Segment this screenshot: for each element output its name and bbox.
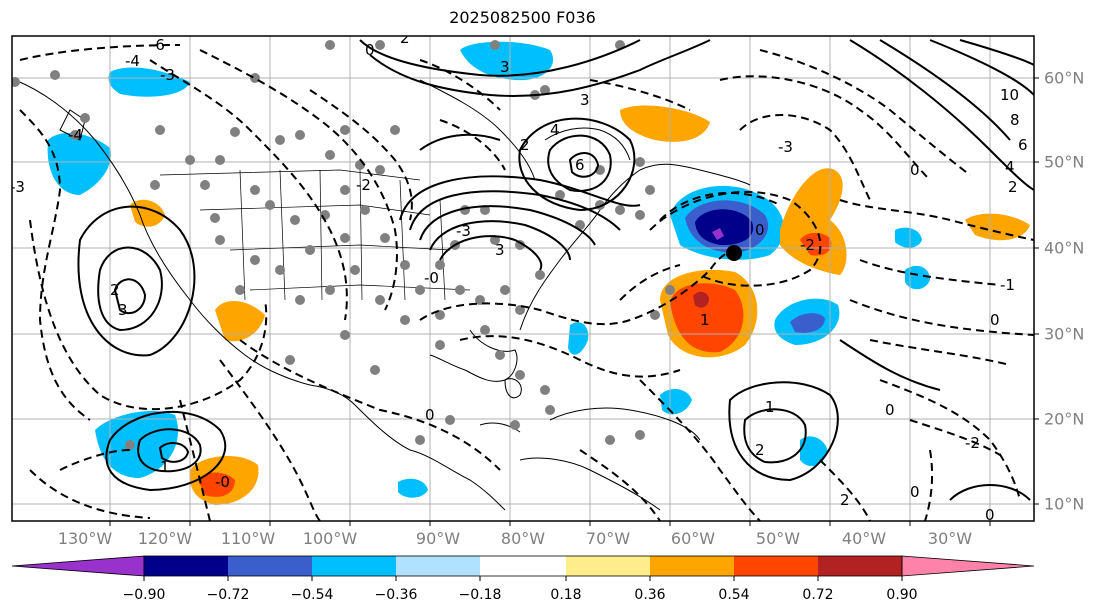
contour-label: -0 (424, 269, 439, 287)
contour-label: -2 (965, 434, 980, 452)
lon-label: 80°W (500, 529, 546, 548)
lat-label: 50°N (1044, 152, 1085, 172)
colorbar-tick-label: −0.90 (122, 587, 166, 603)
colorbar-segment (144, 556, 228, 576)
contour-label: 10 (1000, 86, 1019, 104)
map-frame-bg (12, 36, 1034, 521)
colorbar-segment (312, 556, 396, 576)
contour-label: 2 (1008, 178, 1018, 196)
colorbar-segment (818, 556, 902, 576)
cyclone-position-marker (726, 245, 742, 261)
coastlines (14, 79, 751, 511)
contour-label-group: -6 -4 -3 -3 -4 2 3 0 2 3 4 6 3 -2 -3 -0 … (10, 29, 1028, 524)
contour-label: 0 (990, 311, 1000, 329)
contour-label: 4 (550, 121, 560, 139)
contour-label: 1 (700, 311, 710, 329)
map-border (11, 35, 1035, 522)
lon-label: 120°W (137, 529, 193, 548)
lon-label: 110°W (220, 529, 276, 548)
contour-label: -4 (125, 52, 140, 70)
colorbar-segment (650, 556, 734, 576)
contour-label: -3 (160, 66, 175, 84)
contour-label: 3 (118, 301, 128, 319)
contour-label: -3 (10, 178, 25, 196)
lat-label: 30°N (1044, 324, 1085, 344)
contour-label: 1 (160, 458, 170, 476)
colorbar-tick-label: 0.90 (886, 587, 918, 603)
contour-label: 0 (910, 161, 920, 179)
colorbar (11, 555, 1035, 581)
lat-label: 20°N (1044, 409, 1085, 429)
contour-label: 6 (1018, 136, 1028, 154)
lat-label: 60°N (1044, 68, 1085, 88)
contour-label: 2 (840, 491, 850, 509)
colorbar-segment (566, 556, 650, 576)
contour-label: 3 (500, 58, 510, 76)
lon-label: 130°W (57, 529, 113, 548)
map-title: 2025082500 F036 (449, 8, 596, 27)
contour-label: 0 (755, 221, 765, 239)
lon-label: 60°W (670, 529, 716, 548)
contour-label: -3 (456, 222, 471, 240)
contour-label: -2 (800, 236, 815, 254)
contour-label: -0 (215, 473, 230, 491)
colorbar-segment (228, 556, 312, 576)
colorbar-tick-label: 0.72 (802, 587, 834, 603)
colorbar-tick-label: −0.36 (374, 587, 418, 603)
colorbar-tick-label: 0.18 (550, 587, 582, 603)
lon-label: 70°W (585, 529, 631, 548)
shade-neg3-newfoundland (695, 209, 754, 246)
lat-label: 10°N (1044, 494, 1085, 514)
contour-label: 2 (400, 29, 410, 47)
contour-label: 0 (365, 41, 375, 59)
observation-sites (12, 40, 675, 450)
lon-ticks (109, 77, 1039, 526)
contour-label: 1 (765, 398, 775, 416)
colorbar-tick-label: 0.36 (634, 587, 666, 603)
positive-contours (77, 39, 1034, 501)
contour-label: -3 (778, 138, 793, 156)
lon-label: 90°W (415, 529, 461, 548)
contour-label: 0 (885, 401, 895, 419)
lon-label: 100°W (302, 529, 358, 548)
lon-label: 40°W (841, 529, 887, 548)
colorbar-segment (396, 556, 480, 576)
negative-contours (19, 44, 1034, 521)
lon-label: 30°W (927, 529, 973, 548)
state-borders (159, 169, 471, 301)
colorbar-extend-high (901, 555, 1035, 577)
lon-label: 50°W (755, 529, 801, 548)
contour-label: 2 (520, 136, 530, 154)
contour-label: 0 (425, 406, 435, 424)
colorbar-tick-label: 0.54 (718, 587, 750, 603)
contour-label: 2 (755, 441, 765, 459)
contour-label: 3 (580, 91, 590, 109)
contour-label: 0 (910, 483, 920, 501)
lat-label: 40°N (1044, 238, 1085, 258)
contour-label: -6 (150, 36, 165, 54)
contour-label: -2 (356, 176, 371, 194)
colorbar-tick-label: −0.54 (290, 587, 334, 603)
contour-label: 6 (575, 156, 585, 174)
contour-label: 8 (1010, 111, 1020, 129)
shade-pos2-atlantic (670, 283, 744, 353)
contour-label: -4 (68, 126, 83, 144)
colorbar-tick-label: −0.18 (458, 587, 502, 603)
contour-label: 3 (495, 241, 505, 259)
contour-label: -1 (1000, 276, 1015, 294)
colorbar-tick-label: −0.72 (206, 587, 250, 603)
colorbar-segment (480, 556, 566, 576)
colorbar-extend-low (11, 555, 145, 577)
contour-label: 0 (985, 506, 995, 524)
colorbar-segment (734, 556, 818, 576)
contour-label: 2 (110, 281, 120, 299)
contour-label: 4 (1005, 158, 1015, 176)
